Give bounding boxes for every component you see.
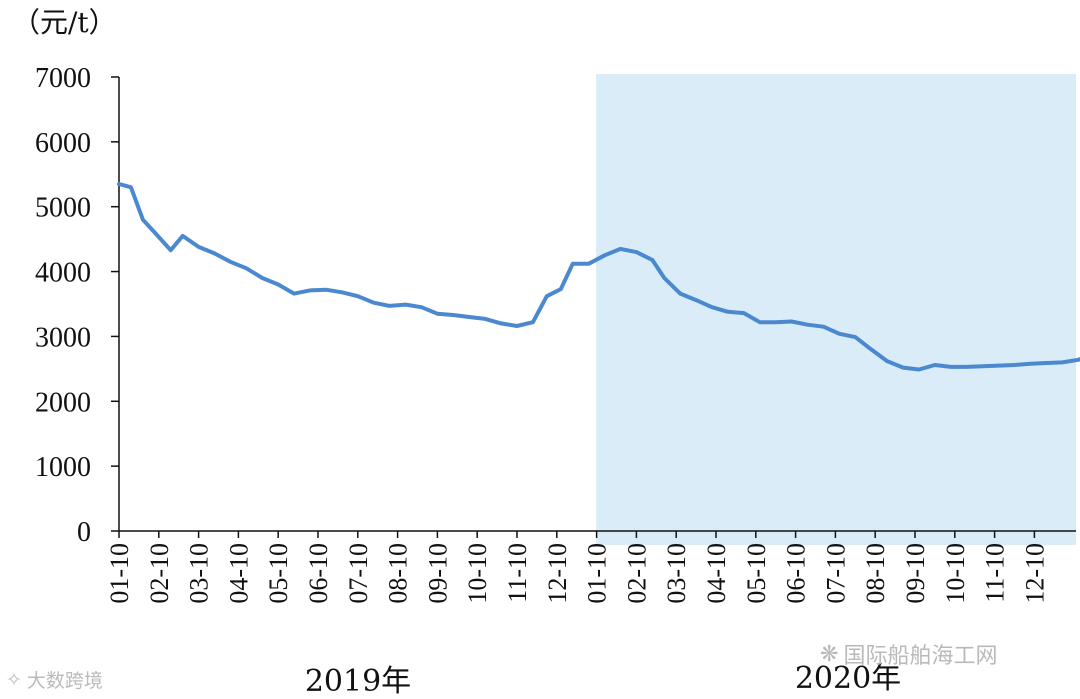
y-tick-label: 2000: [35, 387, 91, 418]
x-tick-label: 08-10: [384, 543, 413, 604]
y-tick-label: 4000: [35, 258, 91, 289]
x-tick-label: 09-10: [901, 543, 930, 604]
x-tick-label: 04-10: [224, 543, 253, 604]
year-label-2020: 2020年: [795, 661, 901, 696]
y-tick-label: 6000: [35, 128, 91, 159]
x-tick-label: 12-10: [1020, 543, 1049, 604]
x-tick-label: 01-10: [105, 543, 134, 604]
x-tick-label: 06-10: [304, 543, 333, 604]
watermark-right: ❋ 国际船舶海工网: [820, 638, 997, 670]
x-tick-label: 10-10: [941, 543, 970, 604]
x-axis-ticks: 01-10 02-10 03-10 04-10 05-10 06-10 07-10 08-10…: [105, 531, 1049, 604]
x-tick-label: 02-10: [145, 543, 174, 604]
x-tick-label: 03-10: [662, 543, 691, 604]
x-tick-label: 11-10: [981, 543, 1010, 603]
x-tick-label: 09-10: [423, 543, 452, 604]
watermark-left-text: 大数跨境: [26, 670, 103, 692]
watermark-logo-icon: ✧: [6, 668, 22, 691]
highlight-band-2020: [596, 73, 1076, 545]
x-tick-label: 01-10: [583, 543, 612, 604]
x-tick-label: 05-10: [742, 543, 771, 604]
x-tick-label: 07-10: [821, 543, 850, 604]
y-axis-ticks: 0 1000 2000 3000 4000 5000 6000 7000: [35, 63, 119, 548]
wechat-icon: ❋: [820, 641, 839, 667]
y-tick-label: 3000: [35, 322, 91, 353]
x-tick-label: 02-10: [622, 543, 651, 604]
x-tick-label: 05-10: [264, 543, 293, 604]
x-tick-label: 03-10: [185, 543, 214, 604]
y-tick-label: 5000: [35, 193, 91, 224]
x-tick-label: 11-10: [503, 543, 532, 603]
x-tick-label: 06-10: [782, 543, 811, 604]
y-tick-label: 7000: [35, 63, 91, 94]
y-tick-label: 0: [77, 517, 91, 548]
x-tick-label: 12-10: [543, 543, 572, 604]
watermark-right-text: 国际船舶海工网: [843, 644, 998, 669]
x-tick-label: 08-10: [861, 543, 890, 604]
watermark-left: ✧ 大数跨境: [6, 666, 103, 693]
x-tick-label: 04-10: [702, 543, 731, 604]
x-tick-label: 10-10: [463, 543, 492, 604]
x-tick-label: 07-10: [344, 543, 373, 604]
y-axis-unit-label: （元/t）: [12, 6, 117, 39]
price-series-line: [117, 182, 1080, 372]
year-label-2019: 2019年: [305, 664, 411, 699]
y-tick-label: 1000: [35, 452, 91, 483]
